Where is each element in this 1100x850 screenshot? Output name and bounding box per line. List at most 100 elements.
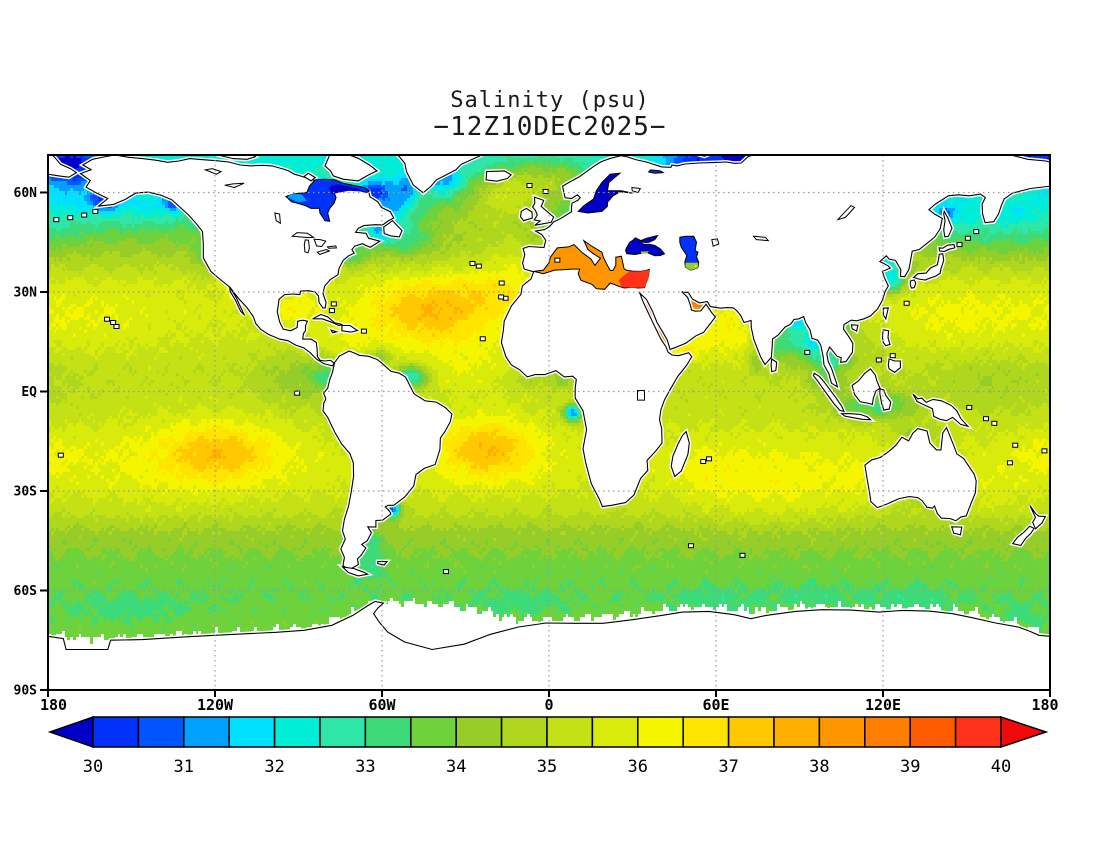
- lat-label-90S: 90S: [14, 684, 38, 699]
- island-dot: [110, 319, 117, 325]
- colorbar-right-arrow: [1000, 715, 1049, 749]
- lake-michigan: [303, 239, 310, 254]
- island-dot: [57, 452, 64, 458]
- landmass-taiwan: [882, 307, 890, 321]
- colorbar-segment: [591, 716, 639, 748]
- colorbar-segment: [682, 716, 730, 748]
- lake-aral: [711, 238, 720, 247]
- island-dot: [973, 229, 980, 235]
- lakes: [203, 168, 856, 401]
- landmass-nz_north: [1029, 505, 1047, 530]
- colorbar-label-35: 35: [537, 757, 557, 777]
- colorbar-segment: [319, 716, 367, 748]
- island-dot: [964, 235, 971, 241]
- landmass-honshu: [912, 253, 945, 281]
- colorbar-label-37: 37: [718, 757, 738, 777]
- landmass-falklands: [377, 561, 389, 566]
- landmass-jamaica: [330, 329, 339, 334]
- landmass-southamerica: [322, 350, 453, 571]
- island-dot: [104, 316, 111, 322]
- lat-label-30N: 30N: [14, 285, 38, 300]
- island-dot: [739, 552, 746, 558]
- sea-mediterranean-east: [618, 269, 650, 288]
- colorbar-segment: [228, 716, 276, 748]
- colorbar-segment: [500, 716, 548, 748]
- island-dot: [328, 308, 335, 314]
- graticule: [48, 155, 1050, 690]
- colorbar-segment: [455, 716, 503, 748]
- lon-label-60E: 60E: [702, 696, 729, 714]
- sea-caspian-dot: [693, 264, 698, 268]
- sea-black-sea-south: [640, 251, 650, 254]
- landmass-newguinea: [912, 393, 970, 428]
- lon-label-120W: 120W: [197, 696, 234, 714]
- island-dot: [889, 353, 896, 359]
- landmass-greenland: [396, 155, 483, 194]
- landmass-luzon: [881, 329, 891, 347]
- lat-label-60S: 60S: [14, 584, 38, 599]
- landmass-australia: [864, 426, 977, 522]
- colorbar-segment: [954, 716, 1002, 748]
- island-dot: [113, 323, 120, 329]
- lon-label-120E: 120E: [865, 696, 901, 714]
- island-dot: [542, 188, 549, 194]
- landmass-java: [840, 413, 873, 421]
- island-dot: [700, 458, 707, 464]
- colorbar-label-30: 30: [83, 757, 103, 777]
- lon-label-60W: 60W: [368, 696, 396, 714]
- colorbar-segment: [92, 716, 140, 748]
- colorbar-segment: [137, 716, 185, 748]
- landmass-cuba: [312, 313, 343, 327]
- sea-white-sea: [647, 169, 665, 174]
- island-dot: [81, 212, 88, 218]
- landmass-nz_south: [1011, 525, 1035, 547]
- landmass-southampton: [303, 172, 317, 182]
- sea-caspian-south: [685, 262, 699, 271]
- colorbar-label-33: 33: [355, 757, 375, 777]
- landmass-sumatra: [812, 372, 845, 413]
- colorbar: 30 31 32 33 34 35 36 37 38 39 40: [47, 715, 1049, 777]
- lon-label-0: 0: [544, 696, 553, 714]
- colorbar-segment: [909, 716, 957, 748]
- lon-label-180: 180: [40, 696, 67, 714]
- landmass-banks: [203, 145, 222, 154]
- island-dot: [1012, 442, 1019, 448]
- lake-superior: [290, 232, 316, 239]
- landmass-tasmania: [950, 526, 963, 536]
- island-dot: [526, 183, 533, 189]
- landmass-afroeurasia: [500, 155, 1050, 508]
- island-dot: [479, 336, 486, 342]
- island-dot: [982, 416, 989, 422]
- island-dot: [1041, 448, 1048, 454]
- lat-label-EQ: EQ: [21, 385, 37, 400]
- sea-black-sea: [624, 234, 666, 257]
- colorbar-segment: [183, 716, 230, 748]
- island-dot: [687, 543, 694, 549]
- lake-erie: [316, 248, 331, 256]
- landmass-hokkaido: [938, 244, 956, 253]
- landmass-newfoundland: [383, 219, 403, 238]
- lake-greatslave: [224, 182, 245, 189]
- lake-winnipeg: [274, 212, 281, 225]
- island-dot: [1006, 460, 1013, 466]
- sea-mediterranean: [533, 239, 650, 290]
- sea-hudson-light: [287, 194, 307, 203]
- island-dot: [443, 569, 450, 575]
- island-dot: [804, 349, 811, 355]
- island-dot: [360, 328, 367, 334]
- sea-baltic-sea: [577, 172, 633, 214]
- island-dot: [498, 294, 505, 300]
- island-dot: [53, 217, 60, 223]
- island-dot: [92, 208, 99, 214]
- landmass-borneo: [851, 368, 881, 406]
- lake-ontario: [326, 245, 338, 249]
- landmass-madagascar: [670, 430, 690, 478]
- landmass-kyushu: [909, 279, 917, 289]
- landmass-chukotka: [48, 155, 78, 178]
- island-dot: [67, 215, 74, 221]
- plot-datetime: −12Z10DEC2025−: [433, 112, 667, 142]
- landmass-uk: [531, 196, 555, 226]
- island-dot: [294, 390, 301, 396]
- sea-hudson-dark: [329, 184, 366, 195]
